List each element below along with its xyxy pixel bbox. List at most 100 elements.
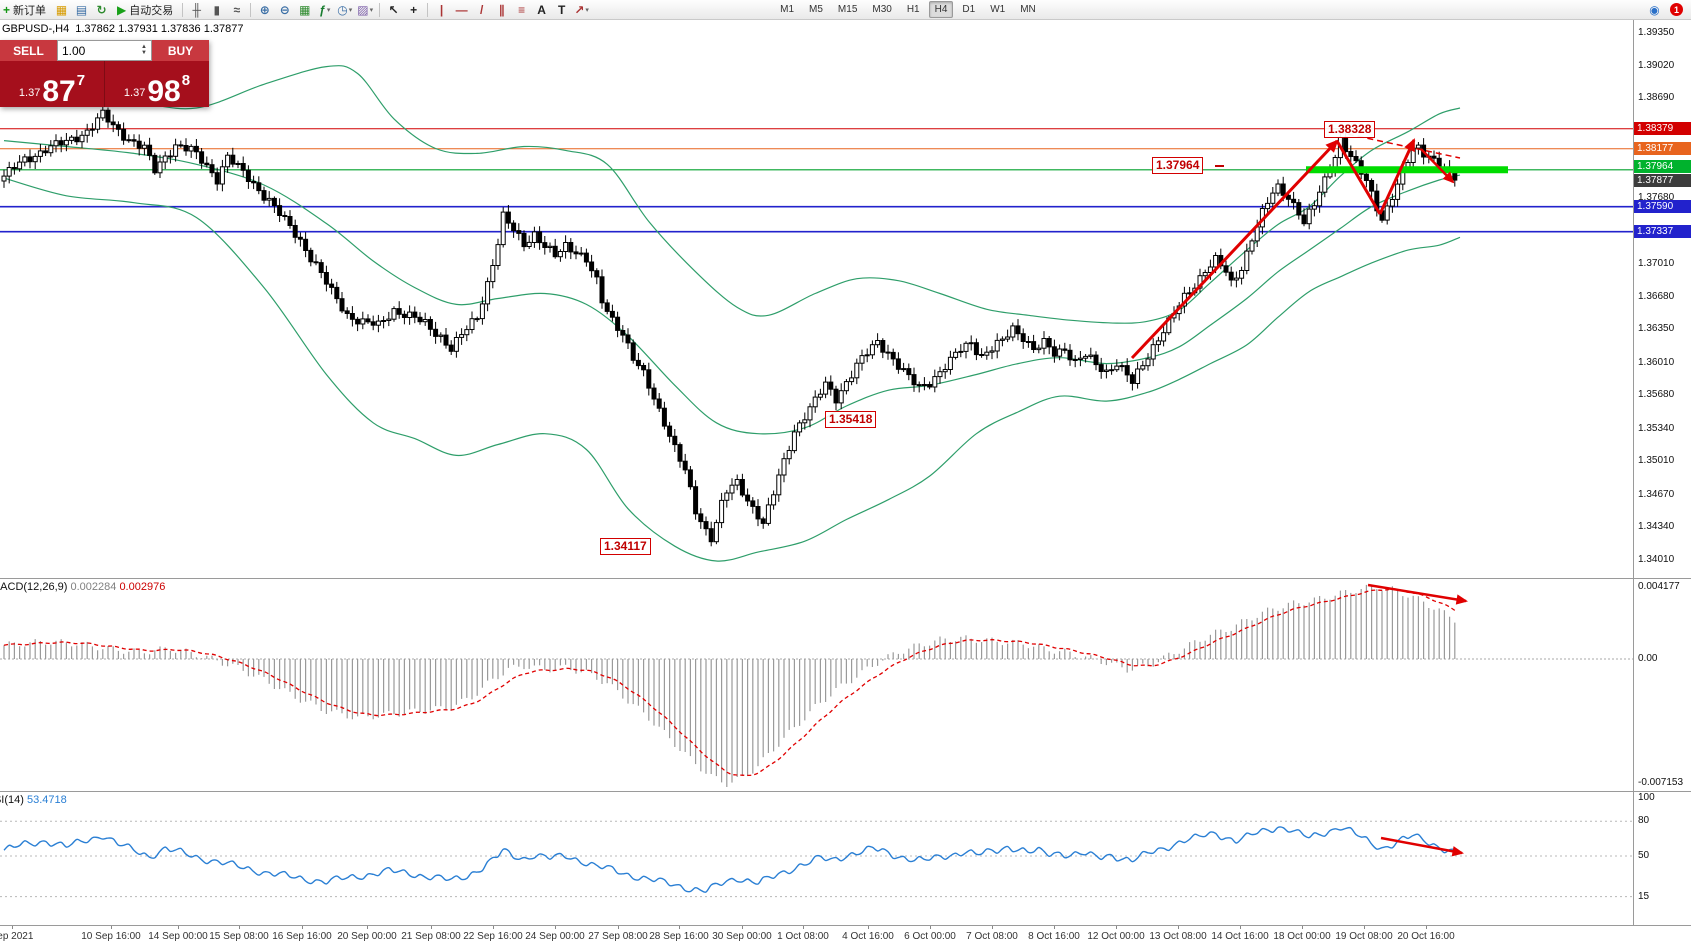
volume-input[interactable]: 1.00 ▲ ▼: [57, 40, 152, 61]
timeframe-m5-button[interactable]: M5: [809, 4, 823, 15]
candlestick-chart-icon: ▮: [213, 2, 221, 17]
time-axis-label: 24 Sep 00:00: [525, 931, 585, 942]
rsi-name: RSI(14): [0, 794, 24, 806]
label-icon-button[interactable]: T: [552, 1, 571, 18]
time-axis-tick: [1302, 926, 1303, 929]
ask-price[interactable]: 1.37 98 8: [105, 61, 209, 107]
dropdown-caret-icon: ▾: [326, 6, 331, 14]
timeframe-m30-button[interactable]: M30: [872, 4, 892, 15]
dropdown-caret-icon: ▾: [369, 6, 374, 14]
volume-up-icon[interactable]: ▲: [141, 44, 147, 51]
timeframe-m15-button[interactable]: M15: [837, 4, 858, 15]
horizontal-line-icon: —: [455, 2, 468, 17]
time-axis-label: 19 Oct 08:00: [1335, 931, 1393, 942]
panel-splitter-rsi[interactable]: [0, 791, 1691, 792]
time-axis-tick: [178, 926, 179, 929]
time-axis-label: 1 Oct 08:00: [777, 931, 829, 942]
rsi-value: 53.4718: [26, 794, 67, 806]
vertical-line-icon: |: [439, 2, 444, 17]
zoom-out-icon: ⊖: [279, 2, 290, 17]
time-axis-label: 8 Oct 16:00: [1028, 931, 1080, 942]
fibonacci-icon-button[interactable]: ≡: [512, 1, 531, 18]
toolbar-separator: [427, 2, 429, 17]
time-axis-label: 12 Oct 00:00: [1087, 931, 1145, 942]
sell-button[interactable]: SELL: [0, 40, 57, 61]
time-axis-label: 20 Sep 00:00: [337, 931, 397, 942]
new-order-button[interactable]: + 新订单: [0, 1, 51, 18]
time-axis-tick: [868, 926, 869, 929]
line-chart-icon-button[interactable]: ≈: [227, 1, 246, 18]
bar-chart-icon-button[interactable]: ╫: [187, 1, 206, 18]
arrows-icon-button[interactable]: ↗ ▾: [572, 1, 591, 18]
time-axis-tick: [12, 926, 13, 929]
time-axis-label: 4 Oct 16:00: [842, 931, 894, 942]
notification-badge[interactable]: 1: [1670, 3, 1683, 16]
toolbar-separator: [250, 2, 252, 17]
ask-prefix: 1.37: [123, 87, 146, 99]
time-axis-label: 15 Sep 08:00: [209, 931, 269, 942]
volume-stepper[interactable]: ▲ ▼: [141, 44, 147, 56]
line-chart-icon: ≈: [233, 2, 241, 17]
vertical-line-icon-button[interactable]: |: [432, 1, 451, 18]
community-icon-button[interactable]: ◉: [1645, 1, 1664, 18]
macd-label: MACD(12,26,9) 0.002284 0.002976: [0, 581, 165, 593]
zoom-out-icon-button[interactable]: ⊖: [275, 1, 294, 18]
timeframe-h1-button[interactable]: H1: [906, 4, 920, 15]
indicators-icon: ƒ: [319, 2, 326, 17]
time-axis-label: 10 Sep 16:00: [81, 931, 141, 942]
chart-ohlc-header: GBPUSD-,H4 1.37862 1.37931 1.37836 1.3787…: [2, 23, 249, 35]
time-axis-tick: [431, 926, 432, 929]
price-chart-canvas[interactable]: [0, 20, 1633, 578]
tile-windows-icon-button[interactable]: ▦: [295, 1, 314, 18]
crosshair-icon: +: [410, 2, 418, 17]
time-axis-label: 13 Oct 08:00: [1149, 931, 1207, 942]
timeframe-m1-button[interactable]: M1: [780, 4, 795, 15]
text-icon: A: [537, 2, 546, 17]
zoom-in-icon-button[interactable]: ⊕: [255, 1, 274, 18]
time-axis-tick: [992, 926, 993, 929]
channel-icon-button[interactable]: ∥: [492, 1, 511, 18]
bar-chart-icon: ╫: [192, 2, 201, 17]
autotrading-button[interactable]: ▶ 自动交易: [112, 1, 178, 18]
time-axis-tick: [1178, 926, 1179, 929]
buy-button[interactable]: BUY: [152, 40, 209, 61]
fibonacci-icon: ≡: [518, 2, 526, 17]
bid-big-digits: 87: [42, 74, 76, 108]
refresh-icon-button[interactable]: ↻: [92, 1, 111, 18]
timeframe-h4-button[interactable]: H4: [928, 1, 954, 18]
time-axis-label: 21 Sep 08:00: [401, 931, 461, 942]
cursor-icon-button[interactable]: ↖: [384, 1, 403, 18]
templates-icon-button[interactable]: ▨ ▾: [355, 1, 375, 18]
time-axis-label: 14 Oct 16:00: [1211, 931, 1269, 942]
rsi-panel-canvas[interactable]: [0, 792, 1633, 925]
data-window-icon-button[interactable]: ▤: [72, 1, 91, 18]
timeframe-w1-button[interactable]: W1: [990, 4, 1006, 15]
bid-price[interactable]: 1.37 87 7: [0, 61, 104, 107]
time-axis-label: 6 Oct 00:00: [904, 931, 956, 942]
macd-signal-value: 0.002976: [119, 581, 166, 593]
price-axis-separator: [1633, 20, 1634, 926]
market-watch-icon-button[interactable]: ▦: [52, 1, 71, 18]
macd-panel-canvas[interactable]: [0, 579, 1633, 791]
new-order-icon: +: [3, 2, 11, 17]
time-axis-tick: [1364, 926, 1365, 929]
trendline-icon-button[interactable]: /: [472, 1, 491, 18]
horizontal-line-icon-button[interactable]: —: [452, 1, 471, 18]
chart-symbol-period: GBPUSD-,H4: [2, 23, 70, 35]
rsi-line: [3, 826, 1455, 893]
time-axis-tick: [803, 926, 804, 929]
volume-down-icon[interactable]: ▼: [141, 49, 147, 56]
timeframe-mn-button[interactable]: MN: [1020, 4, 1036, 15]
periods-icon-button[interactable]: ◷ ▾: [335, 1, 354, 18]
text-icon-button[interactable]: A: [532, 1, 551, 18]
one-click-trading-panel[interactable]: SELL 1.00 ▲ ▼ BUY 1.37 87 7 1.37 98 8: [0, 40, 209, 107]
tile-windows-icon: ▦: [299, 2, 311, 17]
indicators-icon-button[interactable]: ƒ ▾: [315, 1, 334, 18]
crosshair-icon-button[interactable]: +: [404, 1, 423, 18]
refresh-icon: ↻: [96, 2, 107, 17]
candlestick-chart-icon-button[interactable]: ▮: [207, 1, 226, 18]
ask-big-digits: 98: [147, 74, 181, 108]
timeframe-d1-button[interactable]: D1: [962, 4, 976, 15]
panel-splitter-macd[interactable]: [0, 578, 1691, 579]
